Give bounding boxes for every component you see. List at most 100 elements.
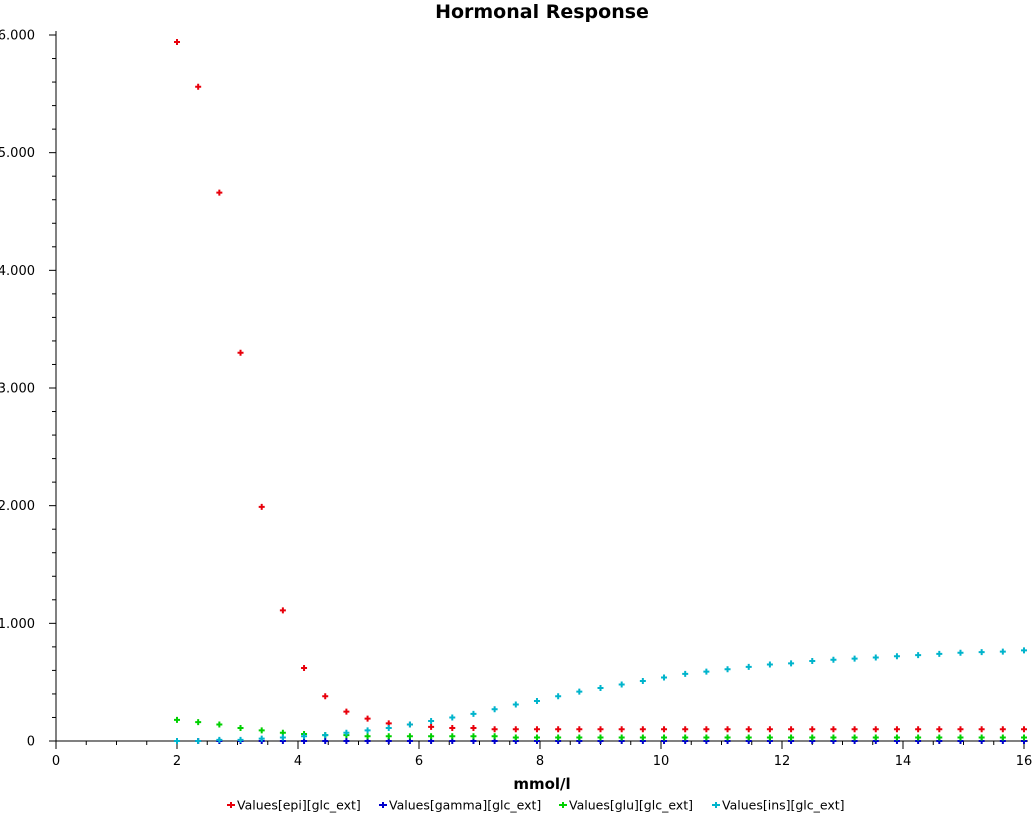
data-point <box>936 726 943 733</box>
data-point <box>428 723 435 730</box>
data-point <box>957 734 964 741</box>
data-point <box>893 726 900 733</box>
data-point <box>343 708 350 715</box>
chart-title: Hormonal Response <box>435 1 649 23</box>
legend-marker <box>559 802 567 808</box>
data-point <box>258 735 265 742</box>
data-point <box>533 697 540 704</box>
data-point <box>491 706 498 713</box>
data-point <box>301 733 308 740</box>
data-point <box>745 663 752 670</box>
data-point <box>237 349 244 356</box>
data-point <box>745 734 752 741</box>
data-point <box>639 734 646 741</box>
data-point <box>936 650 943 657</box>
data-point <box>788 660 795 667</box>
data-point <box>978 649 985 656</box>
data-point <box>195 83 202 90</box>
data-point <box>809 734 816 741</box>
x-tick-label: 10 <box>653 754 670 769</box>
data-point <box>661 726 668 733</box>
legend-item: Values[gamma][glc_ext] <box>379 798 541 813</box>
data-point <box>999 734 1006 741</box>
data-point <box>682 726 689 733</box>
x-tick-label: 14 <box>895 754 912 769</box>
data-point <box>618 726 625 733</box>
legend-label: Values[gamma][glc_ext] <box>389 798 541 813</box>
data-point <box>533 726 540 733</box>
data-point <box>216 189 223 196</box>
data-point <box>788 734 795 741</box>
data-point <box>978 726 985 733</box>
data-point <box>1021 734 1027 741</box>
data-point <box>957 649 964 656</box>
data-point <box>872 654 879 661</box>
data-point <box>174 716 180 723</box>
data-point <box>703 668 710 675</box>
y-tick-label: 2.000 <box>0 499 35 514</box>
data-point <box>724 726 731 733</box>
data-point <box>830 656 837 663</box>
data-point <box>915 652 922 659</box>
legend-item: Values[epi][glc_ext] <box>227 798 361 813</box>
data-point <box>555 693 562 700</box>
data-point <box>364 727 371 734</box>
data-point <box>449 714 456 721</box>
data-point <box>809 657 816 664</box>
data-point <box>703 734 710 741</box>
data-point <box>872 734 879 741</box>
data-point <box>724 666 731 673</box>
data-point <box>491 733 498 740</box>
x-tick-label: 2 <box>173 754 181 769</box>
data-point <box>279 734 286 741</box>
data-point <box>322 732 329 739</box>
data-point <box>258 727 265 734</box>
data-point <box>195 719 202 726</box>
data-point <box>618 681 625 688</box>
data-point <box>682 670 689 677</box>
data-point <box>639 726 646 733</box>
legend-item: Values[ins][glc_ext] <box>712 798 845 813</box>
plot-area <box>174 39 1027 744</box>
y-tick-label: 1.000 <box>0 617 35 632</box>
data-point <box>788 726 795 733</box>
y-tick-label: 6.000 <box>0 29 35 44</box>
data-point <box>851 726 858 733</box>
data-point <box>343 738 350 744</box>
legend-label: Values[glu][glc_ext] <box>569 798 693 813</box>
data-point <box>703 726 710 733</box>
data-point <box>406 733 413 740</box>
legend-marker <box>379 802 387 808</box>
data-point <box>830 726 837 733</box>
data-point <box>682 734 689 741</box>
data-point <box>512 701 519 708</box>
data-point <box>576 688 583 695</box>
data-point <box>428 733 435 740</box>
data-point <box>258 503 265 510</box>
data-point <box>809 726 816 733</box>
data-point <box>385 733 392 740</box>
data-point <box>364 733 371 740</box>
data-point <box>512 726 519 733</box>
data-point <box>491 726 498 733</box>
x-axis-label: mmol/l <box>513 775 570 793</box>
legend-label: Values[epi][glc_ext] <box>237 798 361 813</box>
data-point <box>322 738 329 744</box>
data-point <box>301 665 308 672</box>
y-tick-label: 5.000 <box>0 146 35 161</box>
data-point <box>915 734 922 741</box>
data-point <box>745 726 752 733</box>
data-point <box>639 677 646 684</box>
x-tick-label: 16 <box>1016 754 1033 769</box>
x-tick-label: 6 <box>415 754 423 769</box>
data-point <box>618 734 625 741</box>
y-tick-label: 0 <box>27 735 35 750</box>
data-point <box>1021 647 1027 654</box>
x-tick-label: 12 <box>774 754 791 769</box>
data-point <box>576 726 583 733</box>
series-points <box>174 647 1027 744</box>
legend-marker <box>227 802 235 808</box>
data-point <box>364 715 371 722</box>
data-point <box>385 725 392 732</box>
